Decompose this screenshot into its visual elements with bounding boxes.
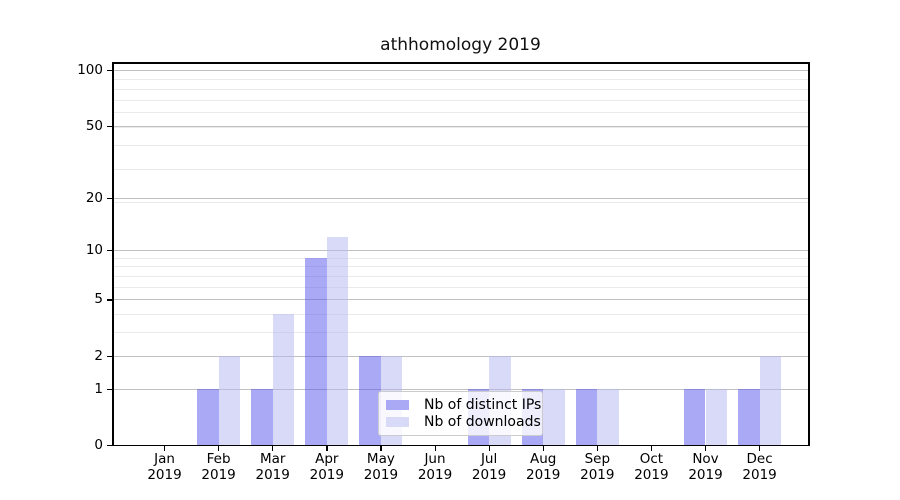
y-tick-label: 20 bbox=[85, 189, 103, 206]
gridline-minor bbox=[113, 168, 808, 170]
gridline-minor bbox=[113, 286, 808, 288]
y-tick-label: 5 bbox=[94, 291, 103, 308]
x-tick-label: Jun 2019 bbox=[417, 451, 453, 483]
x-tickmark bbox=[488, 446, 490, 451]
bar-distinct-ips bbox=[197, 388, 219, 445]
y-tickmark bbox=[107, 388, 112, 390]
x-tickmark bbox=[705, 446, 707, 451]
bar-distinct-ips bbox=[251, 388, 273, 445]
bar-downloads bbox=[218, 355, 241, 445]
x-tick-label: Dec 2019 bbox=[742, 451, 777, 483]
spine-top bbox=[112, 62, 809, 64]
x-tick-label: Apr 2019 bbox=[309, 451, 344, 483]
bar-downloads bbox=[705, 388, 728, 445]
legend: Nb of distinct IPs Nb of downloads bbox=[378, 391, 543, 436]
x-tick-label: Oct 2019 bbox=[634, 451, 669, 483]
gridline-minor bbox=[113, 79, 808, 81]
x-tick-label: May 2019 bbox=[363, 451, 399, 483]
gridline-minor bbox=[113, 276, 808, 278]
bar-distinct-ips bbox=[683, 388, 706, 445]
legend-swatch-distinct-ips bbox=[386, 400, 409, 411]
x-tick-label: Jul 2019 bbox=[471, 451, 507, 483]
x-tickmark bbox=[380, 446, 382, 451]
y-tick-label: 1 bbox=[94, 380, 103, 397]
gridline-major bbox=[113, 355, 808, 357]
y-tick-label: 100 bbox=[77, 62, 103, 78]
y-tick-label: 50 bbox=[85, 117, 103, 134]
y-tick-label: 2 bbox=[94, 347, 103, 364]
x-tickmark bbox=[164, 446, 166, 451]
x-tick-label: Jan 2019 bbox=[147, 451, 182, 483]
y-tickmark bbox=[107, 125, 112, 127]
gridline-major bbox=[113, 250, 808, 252]
bar-downloads bbox=[326, 236, 349, 445]
y-tickmark bbox=[107, 299, 112, 301]
gridline-minor bbox=[113, 314, 808, 316]
legend-label-distinct-ips: Nb of distinct IPs bbox=[424, 397, 542, 414]
x-tickmark bbox=[759, 446, 761, 451]
x-tickmark bbox=[326, 446, 328, 451]
bar-downloads bbox=[272, 314, 295, 445]
x-tickmark bbox=[218, 446, 220, 451]
gridline-minor bbox=[113, 88, 808, 90]
gridline-minor bbox=[113, 332, 808, 334]
bar-distinct-ips bbox=[359, 355, 381, 445]
x-tick-label: Nov 2019 bbox=[688, 451, 723, 483]
bar-downloads bbox=[543, 388, 565, 445]
y-tickmark bbox=[107, 70, 112, 72]
x-tick-label: Aug 2019 bbox=[526, 451, 561, 483]
gridline-major bbox=[113, 197, 808, 199]
gridline-minor bbox=[113, 266, 808, 268]
gridline-minor bbox=[113, 145, 808, 147]
bar-downloads bbox=[597, 388, 619, 445]
x-tickmark bbox=[650, 446, 653, 451]
x-tickmark bbox=[434, 446, 436, 451]
x-tick-label: Sep 2019 bbox=[580, 451, 615, 483]
y-tick-label: 10 bbox=[85, 242, 103, 259]
gridline-major bbox=[113, 299, 808, 301]
x-tick-label: Mar 2019 bbox=[255, 451, 290, 483]
x-tickmark bbox=[596, 446, 599, 451]
gridline-minor bbox=[113, 112, 808, 114]
y-tickmark bbox=[107, 445, 112, 447]
spine-right bbox=[808, 62, 810, 446]
gridline-minor bbox=[113, 201, 808, 203]
bar-downloads bbox=[759, 355, 782, 445]
gridline-minor bbox=[113, 257, 808, 259]
x-tickmark bbox=[542, 446, 544, 451]
bar-distinct-ips bbox=[575, 388, 598, 445]
gridline-minor bbox=[113, 127, 808, 129]
bar-distinct-ips bbox=[738, 388, 760, 445]
legend-swatch-downloads bbox=[386, 416, 409, 427]
y-tickmark bbox=[107, 355, 112, 358]
chart-title: athhomology 2019 bbox=[380, 35, 541, 55]
x-tickmark bbox=[272, 446, 274, 451]
y-tickmark bbox=[107, 250, 112, 252]
x-tick-label: Feb 2019 bbox=[201, 451, 236, 483]
legend-label-downloads: Nb of downloads bbox=[424, 413, 541, 430]
legend-item-distinct-ips: Nb of distinct IPs bbox=[386, 397, 541, 413]
gridline-major bbox=[113, 125, 808, 127]
spine-bottom bbox=[112, 444, 809, 447]
y-tickmark bbox=[107, 197, 112, 199]
legend-item-downloads: Nb of downloads bbox=[386, 414, 541, 430]
y-tick-label: 0 bbox=[94, 437, 103, 453]
gridline-minor bbox=[113, 99, 808, 101]
gridline-major bbox=[113, 70, 808, 71]
gridline-major bbox=[113, 388, 808, 390]
bar-distinct-ips bbox=[305, 257, 327, 445]
spine-left bbox=[112, 62, 114, 446]
